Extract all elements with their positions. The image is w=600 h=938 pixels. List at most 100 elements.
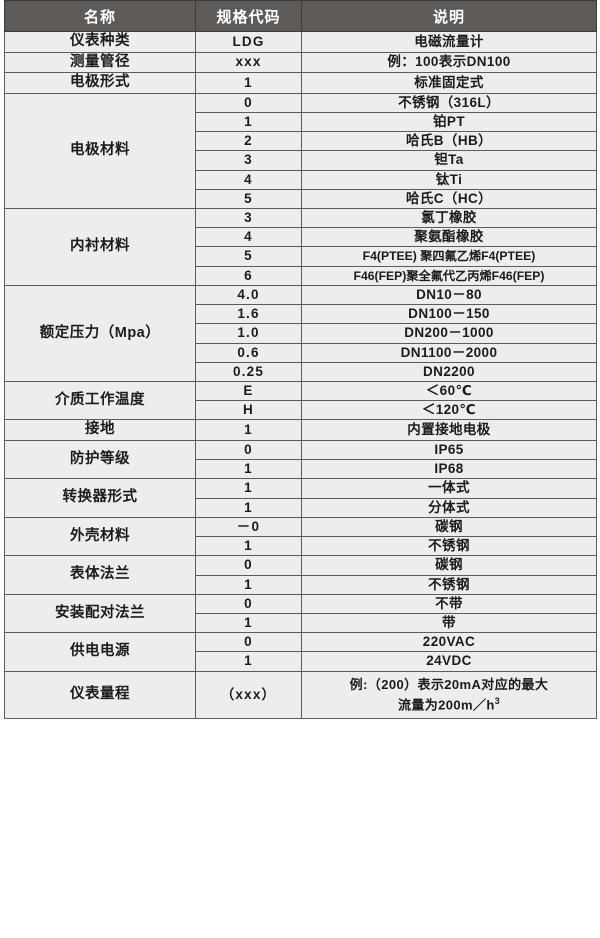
row-name-cell: 表体法兰	[4, 555, 196, 595]
description-cell: 碳钢	[301, 555, 597, 576]
table-row: 0.25 DN2200	[5, 361, 597, 382]
column-header-name: 名称	[4, 0, 196, 32]
table-row: 1 分体式	[5, 497, 597, 518]
spec-code-cell: 5	[195, 246, 302, 267]
table-row: 转换器形式 1 一体式	[4, 478, 597, 518]
table-row: 安装配对法兰 0 不带	[4, 593, 597, 634]
specification-table: 名称 规格代码 说明 仪表种类 LDG 电磁流量计 测量管径 xxx 例：100表示DN1…	[4, 0, 597, 720]
table-row: 4 钛Ti	[5, 169, 597, 190]
description-cell: 24VDC	[301, 651, 597, 672]
spec-code-cell: 1	[195, 111, 302, 133]
description-cell: IP68	[301, 459, 597, 480]
description-cell: 220VAC	[301, 632, 597, 653]
spec-code-cell: 0	[195, 632, 302, 653]
table-row: 1 24VDC	[5, 651, 597, 672]
table-row: 5 哈氏C（HC）	[5, 188, 597, 210]
description-cell: 聚氨酯橡胶	[301, 227, 597, 248]
table-row: 1 铂PT	[5, 111, 597, 133]
description-cell: 哈氏C（HC）	[301, 188, 597, 210]
spec-code-cell: 6	[195, 265, 302, 286]
spec-code-cell: 4	[195, 169, 302, 190]
spec-code-cell: 1	[195, 459, 302, 480]
table-row: 3 钽Ta	[5, 150, 597, 171]
spec-code-cell: －0	[195, 516, 302, 538]
spec-code-cell: 0	[195, 439, 302, 461]
description-cell: 不锈钢（316L）	[301, 92, 597, 113]
table-row: 5 F4(PTEE) 聚四氟乙烯F4(PTEE)	[5, 246, 597, 267]
table-row: 0.6 DN1100－2000	[5, 342, 597, 363]
row-name-cell: 仪表种类	[4, 31, 196, 53]
spec-code-cell: LDG	[195, 31, 302, 53]
spec-code-cell: 1.0	[195, 323, 302, 344]
spec-code-cell: 4.0	[195, 284, 302, 306]
table-row: 内衬材料 3 氯丁橡胶	[4, 207, 597, 286]
table-row: 供电电源 0 220VAC	[4, 632, 597, 672]
description-cell: 带	[301, 612, 597, 634]
description-cell: DN10－80	[301, 284, 597, 306]
table-body: 仪表种类 LDG 电磁流量计 测量管径 xxx 例：100表示DN100 电极形式 1 标准固定…	[4, 31, 597, 720]
description-cell: F46(FEP)聚全氟代乙丙烯F46(FEP)	[301, 265, 597, 286]
row-name-cell: 测量管径	[4, 51, 196, 74]
table-row: 接地 1 内置接地电极	[4, 419, 597, 441]
table-row: 额定压力（Mpa） 4.0 DN10－80	[4, 284, 597, 382]
description-cell: 电磁流量计	[301, 31, 597, 53]
row-name-cell: 转换器形式	[4, 478, 196, 518]
description-cell: 碳钢	[301, 516, 597, 538]
table-row: 1 不锈钢	[5, 536, 597, 557]
description-cell: 不锈钢	[301, 536, 597, 557]
spec-code-cell: 4	[195, 227, 302, 248]
row-name-cell: 防护等级	[4, 439, 196, 480]
table-row: H ＜120℃	[5, 400, 597, 421]
cubic-exponent: 3	[494, 695, 501, 706]
table-row: 仪表种类 LDG 电磁流量计	[4, 31, 597, 53]
description-cell: 例：100表示DN100	[301, 51, 597, 74]
spec-code-cell: 2	[195, 131, 302, 152]
table-row: 4 聚氨酯橡胶	[5, 227, 597, 248]
table-row: 1.6 DN100－150	[5, 304, 597, 325]
row-name-cell: 安装配对法兰	[4, 593, 196, 634]
table-row: 测量管径 xxx 例：100表示DN100	[4, 51, 597, 74]
table-row: 电极材料 0 不锈钢（316L）	[4, 92, 597, 210]
table-row: 6 F46(FEP)聚全氟代乙丙烯F46(FEP)	[5, 265, 597, 286]
spec-code-cell: 0.25	[195, 361, 302, 382]
table-row: 外壳材料 －0 碳钢	[4, 516, 597, 557]
row-name-cell: 电极材料	[4, 92, 196, 210]
row-name-cell: 介质工作温度	[4, 380, 196, 421]
spec-code-cell: 1.6	[195, 304, 302, 325]
spec-code-cell: xxx	[195, 51, 302, 74]
description-cell: 内置接地电极	[301, 419, 597, 441]
table-row: 电极形式 1 标准固定式	[4, 72, 597, 94]
column-header-code: 规格代码	[195, 0, 302, 32]
spec-code-cell: 0	[195, 555, 302, 576]
spec-code-cell: 1	[195, 612, 302, 634]
spec-code-cell: 1	[195, 419, 302, 441]
description-cell: 不锈钢	[301, 574, 597, 595]
spec-code-cell: 0	[195, 92, 302, 113]
description-cell: 例:（200）表示20mA对应的最大 流量为200m／h3	[301, 670, 597, 720]
row-name-cell: 接地	[4, 419, 196, 441]
table-header: 名称 规格代码 说明	[4, 0, 597, 32]
column-header-description: 说明	[301, 0, 597, 32]
spec-code-cell: 1	[195, 478, 302, 499]
description-cell: ＜60℃	[301, 380, 597, 402]
row-name-cell: 供电电源	[4, 632, 196, 672]
description-cell: DN2200	[301, 361, 597, 382]
table-row: 防护等级 0 IP65	[4, 439, 597, 480]
spec-code-cell: 0.6	[195, 342, 302, 363]
table-row: 1.0 DN200－1000	[5, 323, 597, 344]
description-cell: 钛Ti	[301, 169, 597, 190]
table-header-row: 名称 规格代码 说明	[4, 0, 597, 32]
row-name-cell: 内衬材料	[4, 208, 196, 286]
spec-code-cell: 1	[195, 651, 302, 672]
spec-code-cell: H	[195, 400, 302, 421]
table-row: 介质工作温度 E ＜60℃	[4, 380, 597, 421]
spec-code-cell: 1	[195, 536, 302, 557]
table-row: 1 不锈钢	[5, 574, 597, 595]
description-cell: DN200－1000	[301, 323, 597, 344]
description-cell: ＜120℃	[301, 400, 597, 421]
spec-code-cell: 3	[195, 207, 302, 229]
description-cell: DN100－150	[301, 304, 597, 325]
spec-code-cell: 1	[195, 497, 302, 518]
